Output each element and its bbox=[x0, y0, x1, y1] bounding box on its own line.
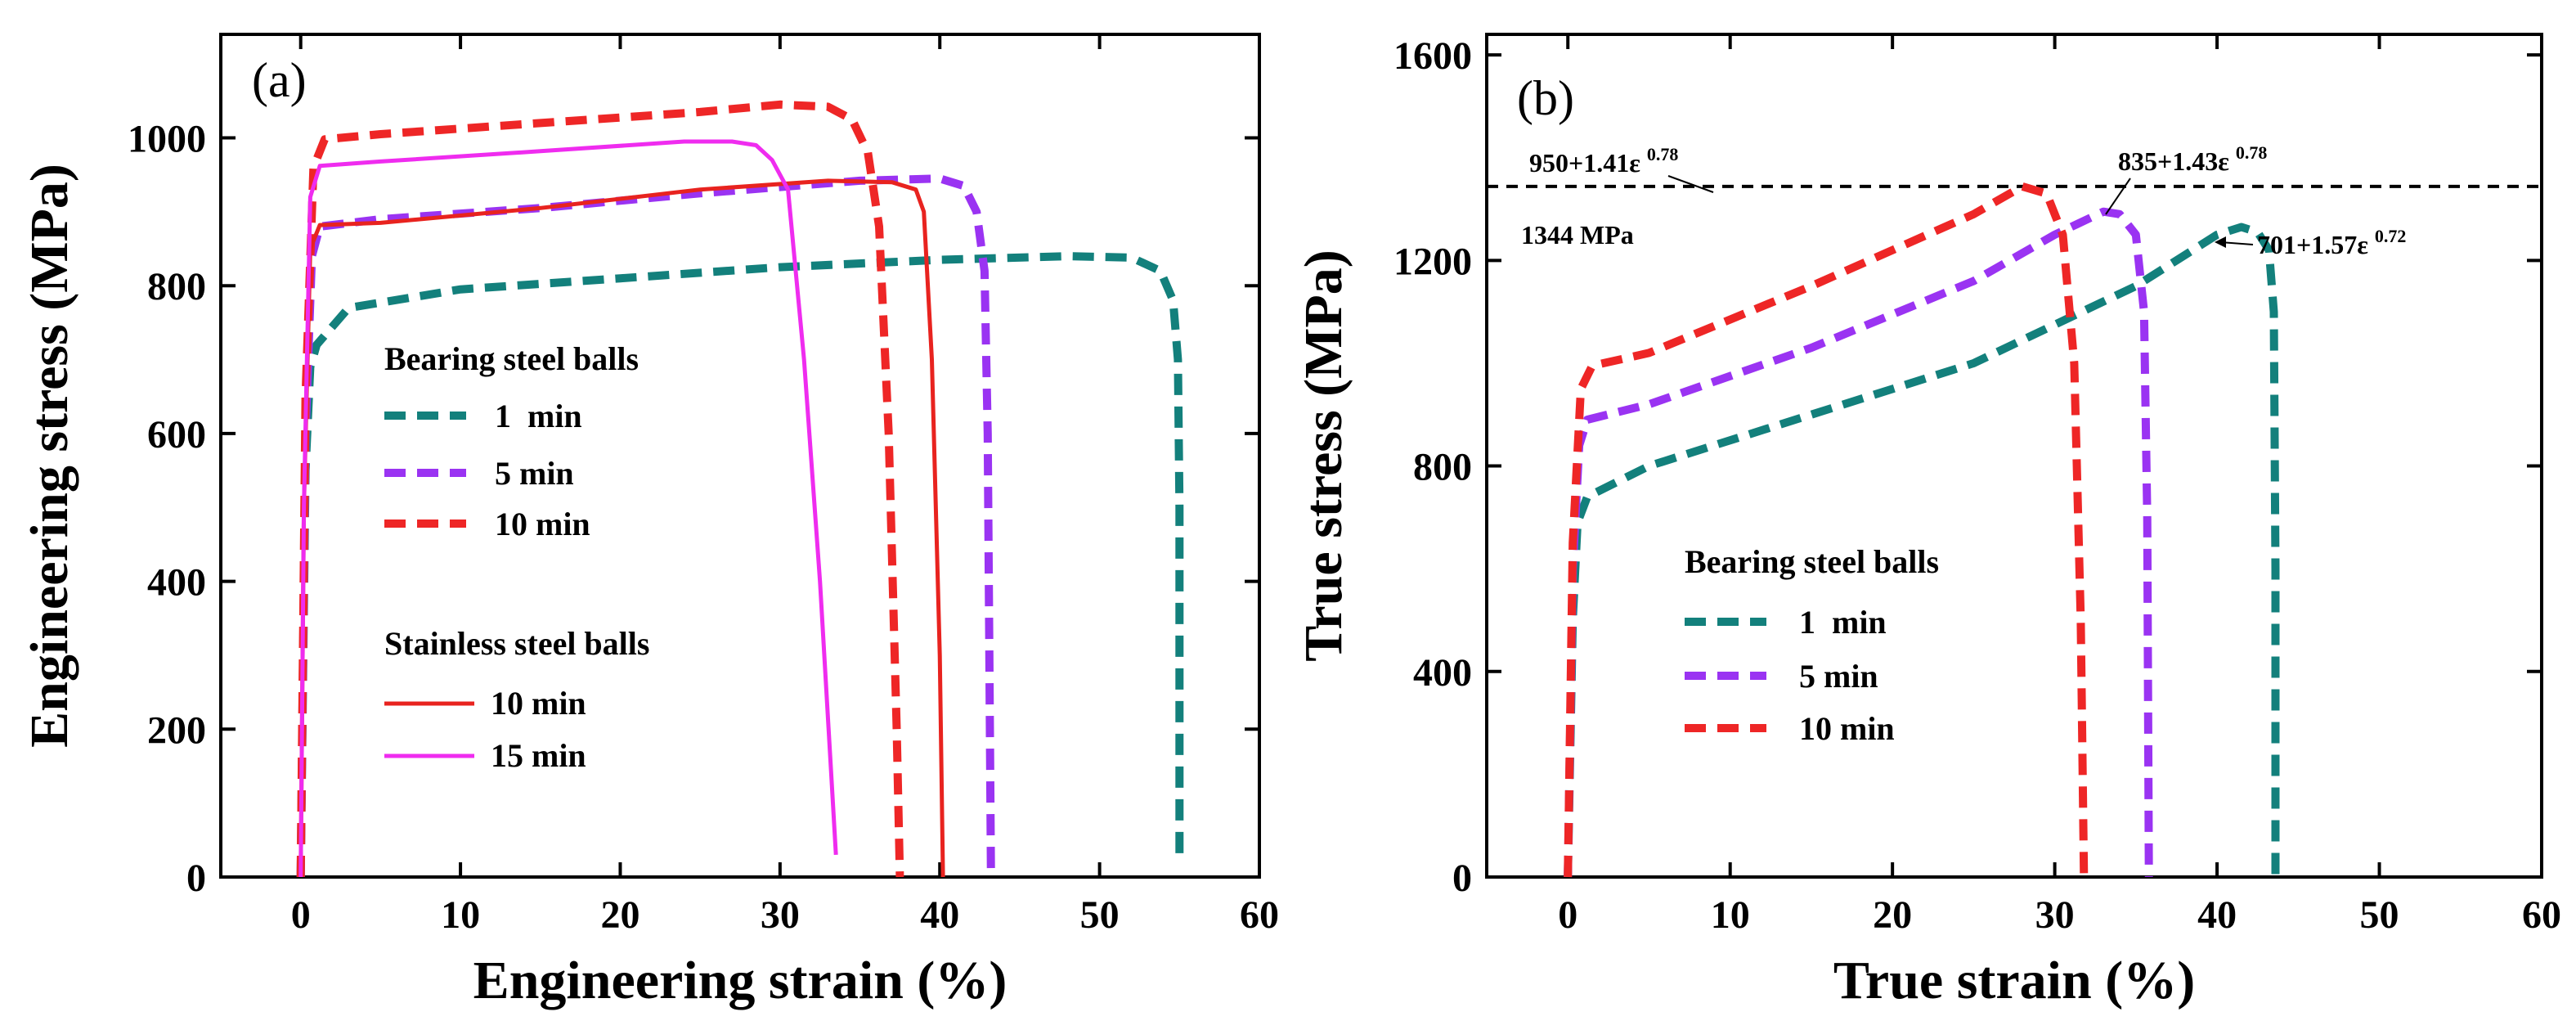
panel-a-x-tick-label: 0 bbox=[291, 893, 311, 937]
panel-b-annotation-1min-base: 701+1.57ε bbox=[2257, 230, 2368, 259]
panel-a-y-tick-label: 1000 bbox=[128, 117, 206, 160]
panel-b-annotation-10min-base: 950+1.41ε bbox=[1529, 148, 1640, 178]
panel-b-annotation-1min-exp: 0.72 bbox=[2375, 226, 2407, 246]
panel-b-x-tick-label: 10 bbox=[1711, 893, 1750, 937]
panel-a-y-tick-label: 600 bbox=[147, 413, 206, 457]
panel-b-series-2-line bbox=[1564, 182, 2089, 878]
panel-b-x-tick-label: 0 bbox=[1558, 893, 1577, 937]
panel-a-y-axis-title: Engineering stress (MPa) bbox=[20, 164, 79, 748]
panel-b-reference-label: 1344 MPa bbox=[1521, 220, 1634, 250]
panel-b-annotation-10min-exp: 0.78 bbox=[1647, 144, 1679, 164]
panel-b-y-axis-title: True stress (MPa) bbox=[1294, 250, 1353, 661]
panel-b-chart: 0 10 20 30 40 50 60 0 400 800 1200 1600 (b) 1344 MP… bbox=[1294, 33, 2561, 1010]
panel-a-series-3-line bbox=[298, 178, 945, 878]
panel-b-y-tick-label: 1200 bbox=[1393, 240, 1472, 283]
panel-a-legend-label-stainless-10min: 10 min bbox=[491, 685, 586, 722]
panel-a-y-tick-label: 200 bbox=[147, 708, 206, 752]
panel-a-legend-title-bearing: Bearing steel balls bbox=[384, 340, 639, 377]
panel-a-x-axis-title: Engineering strain (%) bbox=[473, 951, 1008, 1010]
panel-b-annotation-5min-leader bbox=[2105, 178, 2131, 215]
panel-b-annotation-10min-leader bbox=[1667, 175, 1714, 193]
panel-b-legend-label-10min: 10 min bbox=[1799, 710, 1895, 747]
panel-b-annotation-10min: 950+1.41ε 0.78 bbox=[1529, 144, 1678, 178]
panel-a-x-tick-label: 60 bbox=[1240, 893, 1279, 937]
panel-b-x-tick-label: 60 bbox=[2522, 893, 2561, 937]
panel-a-series-0-line bbox=[296, 252, 1184, 878]
panel-b-series-0-line bbox=[1564, 223, 2280, 878]
panel-b-y-tick-label: 1600 bbox=[1393, 34, 1472, 78]
panel-b-y-tick-label: 0 bbox=[1452, 857, 1472, 900]
panel-b-y-tick-label: 800 bbox=[1413, 446, 1472, 489]
panel-a-x-tick-label: 10 bbox=[441, 893, 480, 937]
panel-a-y-tick-label: 400 bbox=[147, 561, 206, 605]
panel-a-legend-label-stainless-15min: 15 min bbox=[491, 737, 586, 774]
panel-b-y-tick-label: 400 bbox=[1413, 651, 1472, 695]
panel-b-annotation-1min-arrowhead bbox=[2215, 236, 2226, 248]
panel-a-x-tick-label: 30 bbox=[761, 893, 800, 937]
panel-b-x-tick-label: 20 bbox=[1873, 893, 1912, 937]
panel-a-plot-frame bbox=[219, 33, 1261, 879]
panel-a-label: (a) bbox=[252, 53, 307, 107]
panel-b-annotation-5min: 835+1.43ε 0.78 bbox=[2118, 142, 2267, 176]
panel-a-y-tick-label: 0 bbox=[186, 857, 206, 900]
panel-a-legend-label-10min: 10 min bbox=[495, 506, 590, 542]
panel-b-x-tick-label: 50 bbox=[2360, 893, 2399, 937]
panel-a-legend-title-stainless: Stainless steel balls bbox=[384, 625, 649, 662]
panel-b-legend-label-1min: 1 min bbox=[1799, 604, 1887, 641]
panel-a-y-tick-label: 800 bbox=[147, 265, 206, 308]
panel-b-plot-frame bbox=[1485, 33, 2543, 879]
panel-b-x-tick-label: 30 bbox=[2035, 893, 2075, 937]
panel-a-series-2-line bbox=[296, 100, 904, 878]
panel-b-x-tick-label: 40 bbox=[2197, 893, 2237, 937]
panel-b-x-axis-title: True strain (%) bbox=[1833, 951, 2195, 1010]
panel-a-x-tick-label: 50 bbox=[1080, 893, 1120, 937]
panel-a-x-tick-label: 20 bbox=[600, 893, 640, 937]
panel-b-annotation-1min: 701+1.57ε 0.72 bbox=[2257, 226, 2406, 259]
panel-b-label: (b) bbox=[1517, 71, 1574, 125]
panel-b-annotation-5min-exp: 0.78 bbox=[2236, 142, 2268, 163]
panel-b-legend-title: Bearing steel balls bbox=[1685, 543, 1939, 580]
panel-a-x-tick-label: 40 bbox=[920, 893, 959, 937]
panel-a-legend-label-5min: 5 min bbox=[495, 455, 574, 492]
panel-a-series-4-line bbox=[298, 139, 838, 878]
panel-b-annotation-5min-base: 835+1.43ε bbox=[2118, 146, 2229, 176]
panel-b-legend-label-5min: 5 min bbox=[1799, 658, 1878, 695]
panel-a-legend-label-1min: 1 min bbox=[495, 398, 582, 434]
